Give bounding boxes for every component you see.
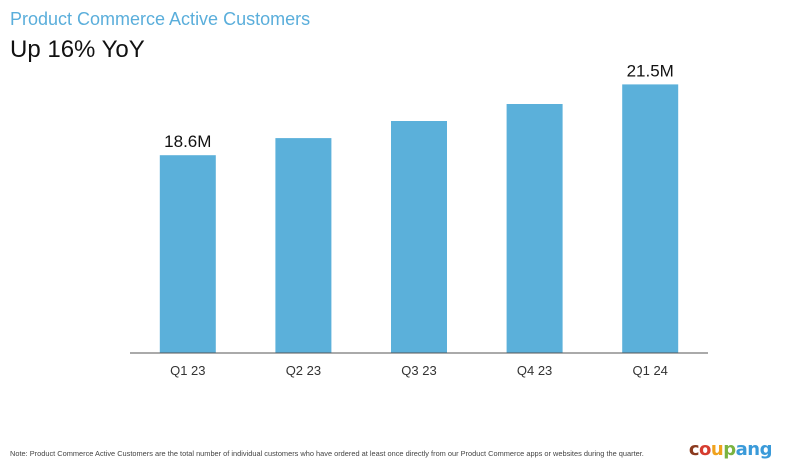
bars-group [159,84,679,354]
coupang-logo: coupang [688,439,773,460]
chart-subtitle: Up 16% YoY [10,36,145,63]
bar-q4-23 [506,104,563,353]
x-tick-labels-group: Q1 23 Q2 23 Q3 23 Q4 23 Q1 24 [170,363,668,378]
logo-letter: p [723,439,736,460]
logo-letter: c [688,439,700,460]
bar-q1-23 [159,155,216,353]
footnote: Note: Product Commerce Active Customers … [10,449,644,458]
bar-q2-23 [275,138,332,353]
logo-letter: u [710,439,724,460]
logo-letter: n [747,439,760,460]
logo-letter: o [699,439,711,460]
x-tick-label: Q4 23 [517,363,552,378]
x-tick-label: Q1 23 [170,363,205,378]
data-label: 18.6M [164,132,211,151]
x-tick-label: Q3 23 [401,363,436,378]
bar-q1-24 [622,84,679,354]
bar-q3-23 [391,121,447,353]
logo-letter: g [759,439,773,460]
x-tick-label: Q1 24 [632,363,667,378]
data-labels-group: 18.6M 21.5M [164,61,674,151]
chart-title: Product Commerce Active Customers [10,9,311,29]
logo-letter: a [735,439,748,460]
data-label: 21.5M [627,61,674,80]
x-tick-label: Q2 23 [286,363,321,378]
